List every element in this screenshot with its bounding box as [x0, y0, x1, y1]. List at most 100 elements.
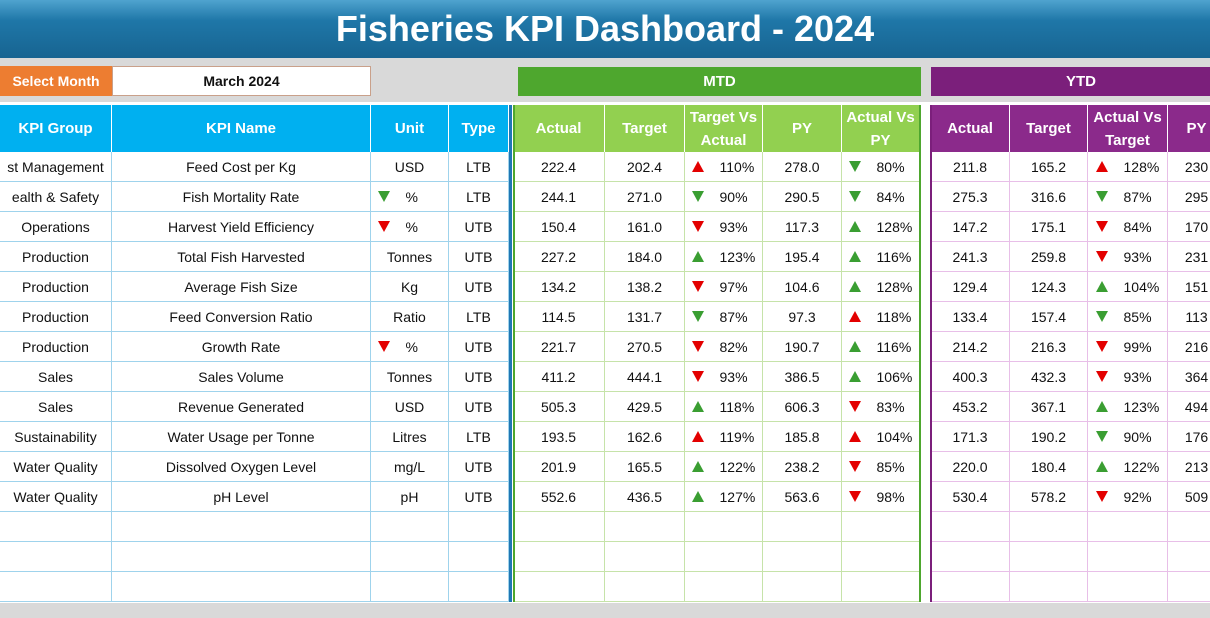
trend-arrow-up	[691, 161, 704, 172]
trend-arrow-up	[1095, 161, 1108, 172]
table-cell: Feed Cost per Kg	[112, 152, 371, 182]
percent-cell: 122%	[685, 452, 763, 482]
table-cell: 400.3	[931, 362, 1010, 392]
table-cell: 133.4	[931, 302, 1010, 332]
percent-value: 90%	[1123, 428, 1152, 445]
trend-arrow-down	[1095, 371, 1108, 382]
trend-arrow-up	[848, 431, 861, 442]
empty-cell	[931, 542, 1010, 572]
percent-cell: 110%	[685, 152, 763, 182]
table-cell: Revenue Generated	[112, 392, 371, 422]
trend-arrow-down	[1095, 431, 1108, 442]
percent-cell: 97%	[685, 272, 763, 302]
empty-cell	[1010, 512, 1088, 542]
percent-cell: 87%	[685, 302, 763, 332]
trend-arrow-down	[848, 401, 861, 412]
empty-cell	[112, 572, 371, 602]
table-cell: 530.4	[931, 482, 1010, 512]
empty-cell	[449, 542, 509, 572]
table-cell: UTB	[449, 242, 509, 272]
table-cell: LTB	[449, 182, 509, 212]
table-cell: Water Quality	[0, 452, 112, 482]
percent-cell: 104%	[1088, 272, 1168, 302]
percent-cell: 123%	[1088, 392, 1168, 422]
table-cell: 231	[1168, 242, 1210, 272]
table-cell: 429.5	[605, 392, 685, 422]
table-cell: 213	[1168, 452, 1210, 482]
empty-cell	[763, 542, 842, 572]
percent-value: 97%	[719, 278, 748, 295]
percent-value: 93%	[1123, 248, 1152, 265]
percent-value: 128%	[876, 278, 913, 295]
table-cell: 134.2	[513, 272, 605, 302]
table-cell: USD	[371, 392, 449, 422]
column-header: Target Vs Actual	[685, 105, 763, 152]
table-cell: 216	[1168, 332, 1210, 362]
table-cell: 386.5	[763, 362, 842, 392]
table-cell: 138.2	[605, 272, 685, 302]
table-cell: Operations	[0, 212, 112, 242]
trend-arrow-down	[1095, 341, 1108, 352]
table-cell: 230	[1168, 152, 1210, 182]
column-header: Target	[1010, 105, 1088, 152]
month-select[interactable]: March 2024	[112, 66, 371, 96]
table-cell: Average Fish Size	[112, 272, 371, 302]
empty-cell	[605, 572, 685, 602]
table-cell: 104.6	[763, 272, 842, 302]
percent-cell: 93%	[1088, 362, 1168, 392]
table-cell: 165.2	[1010, 152, 1088, 182]
table-cell: 113	[1168, 302, 1210, 332]
percent-value: 87%	[719, 308, 748, 325]
table-cell: 578.2	[1010, 482, 1088, 512]
table-cell: 165.5	[605, 452, 685, 482]
trend-arrow-up	[848, 251, 861, 262]
table-cell: UTB	[449, 332, 509, 362]
empty-cell	[371, 512, 449, 542]
table-cell: pH Level	[112, 482, 371, 512]
table-cell: 509	[1168, 482, 1210, 512]
percent-value: 104%	[876, 428, 913, 445]
percent-cell: 118%	[685, 392, 763, 422]
table-cell: 411.2	[513, 362, 605, 392]
percent-value: 116%	[876, 338, 912, 355]
table-cell: 367.1	[1010, 392, 1088, 422]
table-cell: 295	[1168, 182, 1210, 212]
table-cell: 97.3	[763, 302, 842, 332]
percent-cell: 85%	[1088, 302, 1168, 332]
table-cell: 275.3	[931, 182, 1010, 212]
table-cell: Water Quality	[0, 482, 112, 512]
percent-value: 85%	[1123, 308, 1152, 325]
table-cell: 211.8	[931, 152, 1010, 182]
table-cell: Harvest Yield Efficiency	[112, 212, 371, 242]
trend-arrow-up	[1095, 401, 1108, 412]
trend-arrow-up	[691, 401, 704, 412]
percent-cell: %	[371, 182, 449, 212]
empty-cell	[763, 512, 842, 542]
percent-value: 123%	[1123, 398, 1160, 415]
trend-arrow-up	[848, 341, 861, 352]
table-cell: 195.4	[763, 242, 842, 272]
table-cell: 453.2	[931, 392, 1010, 422]
empty-cell	[1088, 512, 1168, 542]
table-cell: Production	[0, 302, 112, 332]
table-cell: 606.3	[763, 392, 842, 422]
trend-arrow-up	[848, 371, 861, 382]
trend-arrow-up	[848, 281, 861, 292]
percent-value: 106%	[876, 368, 913, 385]
empty-cell	[449, 512, 509, 542]
percent-value: 82%	[719, 338, 748, 355]
percent-value: %	[405, 338, 418, 355]
percent-value: 83%	[876, 398, 905, 415]
table-cell: 436.5	[605, 482, 685, 512]
empty-cell	[931, 512, 1010, 542]
trend-arrow-up	[1095, 281, 1108, 292]
empty-cell	[0, 542, 112, 572]
trend-arrow-up	[691, 491, 704, 502]
percent-cell: 90%	[1088, 422, 1168, 452]
table-cell: Litres	[371, 422, 449, 452]
table-cell: Production	[0, 272, 112, 302]
percent-cell: 93%	[685, 212, 763, 242]
trend-arrow-down	[1095, 311, 1108, 322]
table-cell: pH	[371, 482, 449, 512]
table-cell: Tonnes	[371, 242, 449, 272]
